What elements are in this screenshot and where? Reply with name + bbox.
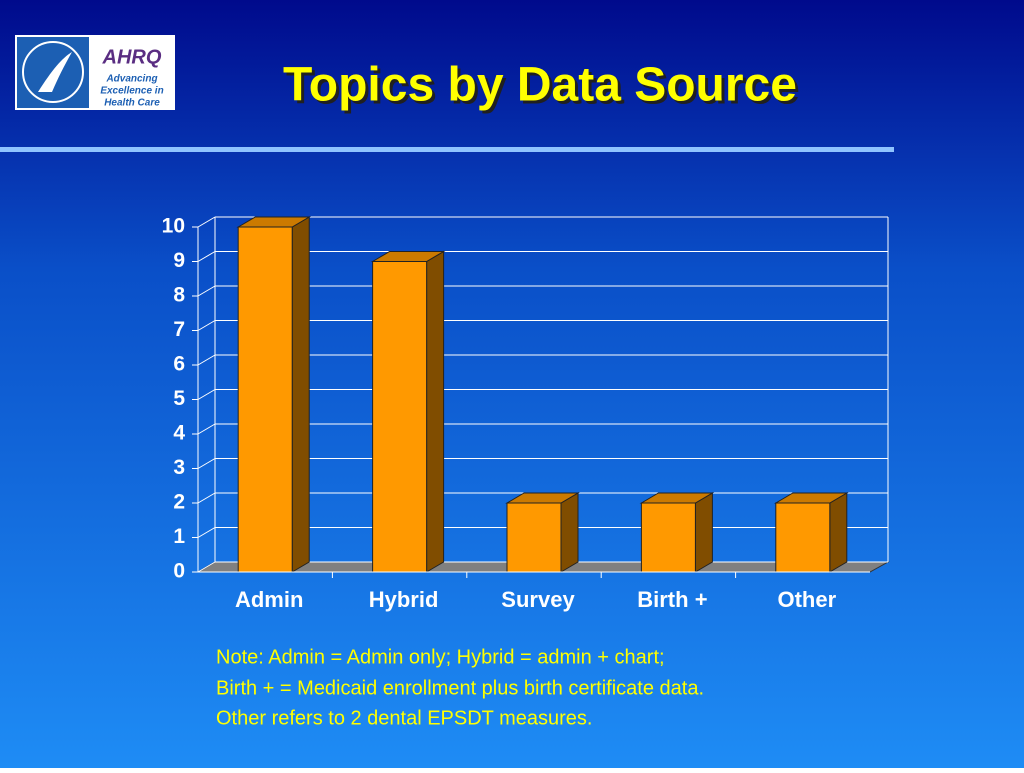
bar-front <box>640 502 696 573</box>
bar-side <box>560 492 579 573</box>
logo-name: AHRQ <box>102 46 162 68</box>
y-tick-label: 0 <box>173 560 185 583</box>
y-tick-label: 6 <box>173 353 185 376</box>
y-tick-label: 1 <box>173 525 185 548</box>
bar-side <box>829 492 848 573</box>
bar-front <box>775 502 831 573</box>
y-tick-label: 10 <box>162 215 185 238</box>
bar-front <box>506 502 562 573</box>
logo: AHRQ Advancing Excellence in Health Care <box>15 35 175 110</box>
logo-line: Health Care <box>104 98 160 109</box>
bar-front <box>372 261 428 573</box>
y-tick-label: 9 <box>173 249 185 272</box>
bar <box>505 492 580 573</box>
bar-side <box>426 250 445 573</box>
bar <box>639 492 715 573</box>
grid-line <box>197 354 216 366</box>
x-tick-label: Survey <box>501 587 575 612</box>
bar <box>773 492 849 573</box>
bar-front <box>237 226 293 573</box>
plot: 0 1 2 3 4 5 6 7 8 9 10 Admin Hybrid Survey Birth + Othe… <box>162 215 888 612</box>
grid-line <box>197 216 216 228</box>
grid-line <box>197 423 216 435</box>
x-tick-label: Birth + <box>637 587 707 612</box>
title-rule <box>0 147 894 152</box>
note-line: Note: Admin = Admin only; Hybrid = admin… <box>216 646 665 668</box>
grid-line <box>197 492 216 504</box>
note-line: Birth + = Medicaid enrollment plus birth… <box>216 677 704 699</box>
x-tick-label: Other <box>777 587 836 612</box>
bar-side <box>694 492 713 573</box>
note-line: Other refers to 2 dental EPSDT measures. <box>216 707 592 729</box>
logo-line: Advancing <box>105 74 157 85</box>
hhs-eagle <box>38 52 72 92</box>
hhs-ring <box>22 41 84 103</box>
y-tick-label: 2 <box>173 491 185 514</box>
logo-line: Excellence in <box>100 86 163 97</box>
y-tick-label: 3 <box>173 456 185 479</box>
x-tick-label: Admin <box>235 587 303 612</box>
chart-title: Topics by Data Source <box>283 59 797 112</box>
grid-line <box>197 285 216 297</box>
grid-line <box>197 389 216 400</box>
y-tick-label: 7 <box>173 318 185 341</box>
bar <box>370 250 446 573</box>
grid-line <box>197 320 216 331</box>
bar-side <box>291 216 310 573</box>
x-tick-label: Hybrid <box>369 587 439 612</box>
grid-line <box>197 458 216 469</box>
y-tick-label: 8 <box>173 284 185 307</box>
y-tick-label: 5 <box>173 387 185 410</box>
title-shadow: Topics by Data Source <box>286 62 800 115</box>
grid-line <box>197 251 216 262</box>
grid-line <box>197 561 216 573</box>
grid-line <box>197 527 216 538</box>
bar <box>236 216 312 573</box>
y-tick-label: 4 <box>173 422 185 445</box>
